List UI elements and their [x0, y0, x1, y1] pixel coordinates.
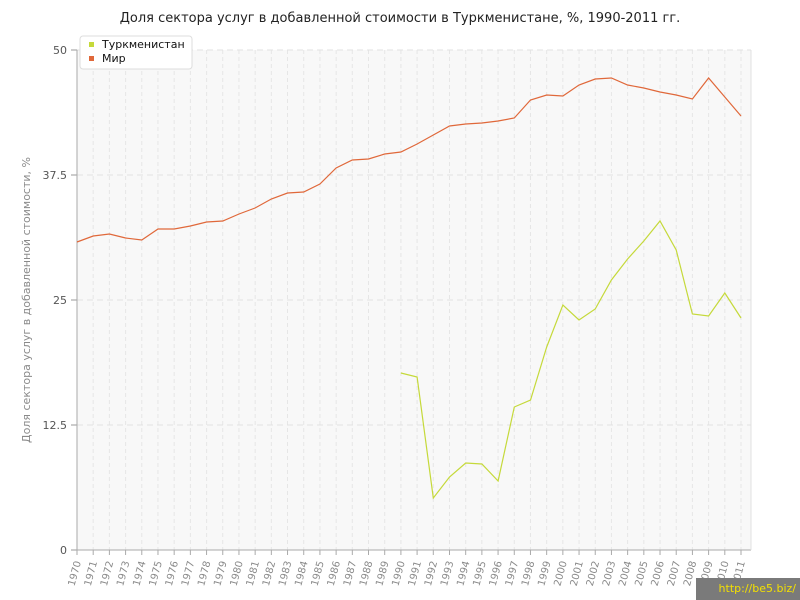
- x-tick-label: 2002: [585, 560, 602, 587]
- legend-label: Мир: [102, 52, 126, 65]
- x-tick-label: 1977: [180, 560, 197, 587]
- x-tick-label: 1995: [472, 560, 489, 587]
- x-tick-label: 1999: [536, 560, 553, 587]
- x-tick-label: 1981: [245, 560, 262, 587]
- x-tick-label: 1970: [67, 560, 84, 587]
- x-tick-label: 2005: [634, 560, 651, 587]
- x-tick-label: 1984: [293, 560, 310, 587]
- x-tick-label: 1997: [504, 560, 521, 587]
- watermark: http://be5.biz/: [696, 578, 800, 600]
- x-tick-label: 1971: [83, 560, 100, 587]
- x-tick-label: 1986: [326, 560, 343, 587]
- x-tick-label: 2004: [617, 560, 634, 587]
- x-tick-label: 1990: [391, 560, 408, 587]
- series-lines: [76, 77, 742, 500]
- y-tick-label: 0: [60, 544, 67, 557]
- x-tick-label: 1989: [374, 560, 391, 587]
- x-tick-label: 2003: [601, 560, 618, 587]
- y-tick-label: 37.5: [43, 169, 68, 182]
- x-tick-label: 1991: [407, 560, 424, 587]
- x-tick-label: 1982: [261, 560, 278, 587]
- y-axis-label: Доля сектора услуг в добавленной стоимос…: [20, 157, 33, 443]
- x-tick-label: 1978: [196, 560, 213, 587]
- axes: [76, 50, 752, 555]
- x-tick-label: 1994: [455, 560, 472, 587]
- legend-swatch: [89, 42, 94, 47]
- x-tick-label: 1993: [439, 560, 456, 587]
- x-tick-label: 1998: [520, 560, 537, 587]
- legend-label: Туркменистан: [101, 38, 185, 51]
- x-tick-label: 1988: [358, 560, 375, 587]
- x-tick-label: 1974: [131, 560, 148, 587]
- y-tick-labels: 0 12.5 25 37.5 50: [43, 44, 68, 557]
- legend-swatch: [89, 56, 94, 61]
- legend-box: [79, 35, 193, 70]
- chart-title: Доля сектора услуг в добавленной стоимос…: [120, 11, 681, 26]
- x-tick-label: 2001: [569, 560, 586, 587]
- x-tick-label: 1973: [115, 560, 132, 587]
- x-tick-label: 2007: [666, 560, 683, 587]
- x-tick-label: 1987: [342, 560, 359, 587]
- x-tick-label: 1996: [488, 560, 505, 587]
- y-tick-label: 50: [53, 44, 67, 57]
- x-tick-label: 2000: [553, 560, 570, 587]
- x-tick-label: 1972: [99, 560, 116, 587]
- x-tick-label: 1980: [229, 560, 246, 587]
- x-tick-label: 1983: [277, 560, 294, 587]
- x-tick-label: 2006: [650, 560, 667, 587]
- x-tick-label: 1976: [164, 560, 181, 587]
- y-tick-label: 12.5: [43, 419, 68, 432]
- series-line: [76, 77, 742, 243]
- series-line: [400, 219, 742, 500]
- x-tick-label: 1979: [212, 560, 229, 587]
- y-tick-label: 25: [53, 294, 67, 307]
- x-tick-label: 1975: [148, 560, 165, 587]
- x-tick-label: 1992: [423, 560, 440, 587]
- x-tick-label: 1985: [310, 560, 327, 587]
- x-tick-labels: 1970197119721973197419751976197719781979…: [67, 560, 748, 587]
